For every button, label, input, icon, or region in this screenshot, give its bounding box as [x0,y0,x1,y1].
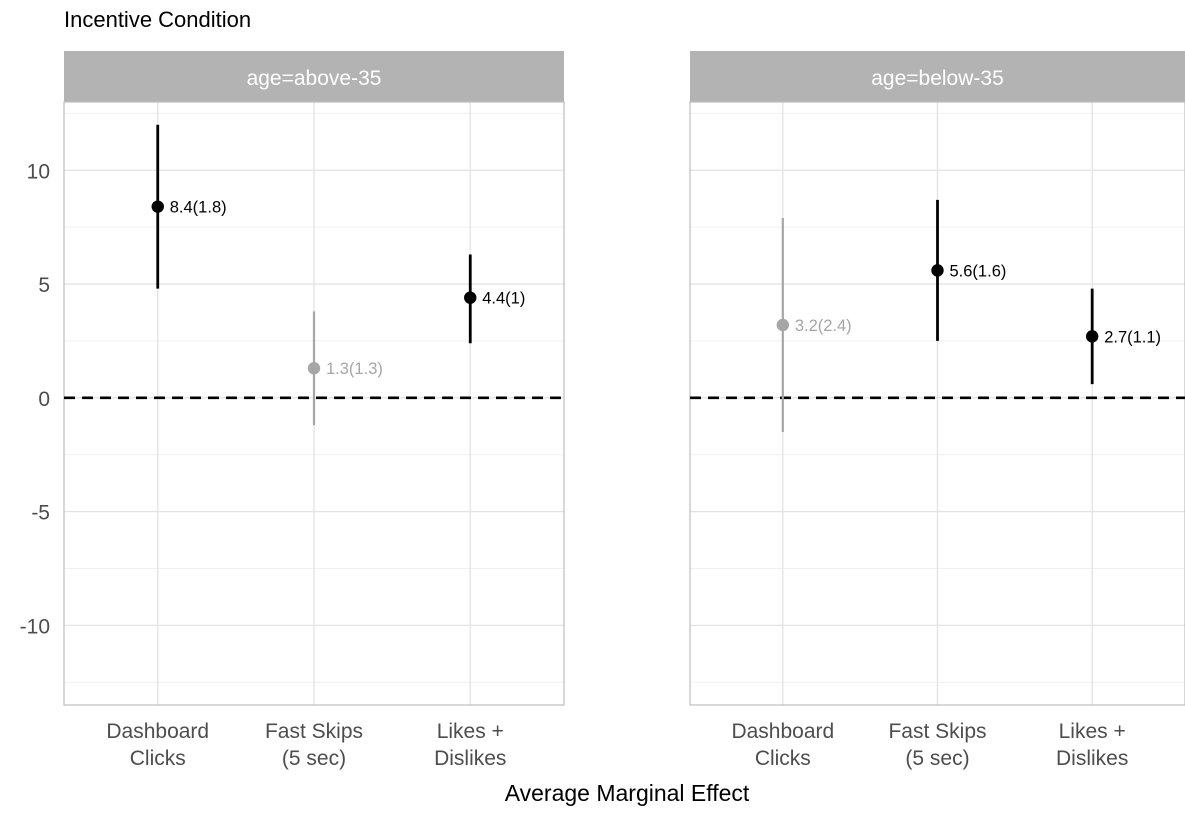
panel-border [63,101,565,706]
y-axis: 10 5 0 -5 -10 [20,160,50,638]
y-tick-label: 10 [27,160,50,183]
point-estimate [1085,330,1099,343]
y-tick-label: -10 [20,615,50,638]
facet-strip [690,51,1185,102]
x-tick-label: Dashboard Clicks [731,720,834,770]
x-tick-label: Fast Skips (5 sec) [888,720,986,770]
chart-title: Incentive Condition [64,7,251,32]
x-tick-label: Likes + Dislikes [1056,720,1128,770]
x-axis-label: Average Marginal Effect [505,780,750,806]
point-estimate [776,318,790,332]
point-estimate [151,200,164,213]
data-label: 1.3(1.3) [326,360,383,378]
facet-panel: age=above-35 8.4(1.8) 1.3(1.3) 4.4(1) Dashbo… [63,51,565,770]
point-estimate [464,291,477,304]
point-estimate [307,362,321,375]
panel-border [689,101,1185,706]
facet-strip-label: age=below-35 [871,67,1004,90]
data-label: 2.7(1.1) [1104,328,1161,346]
facet-strip [64,51,564,102]
point-estimate [931,264,944,277]
data-label: 4.4(1) [482,290,525,308]
data-label: 8.4(1.8) [170,199,227,217]
panels: age=above-35 8.4(1.8) 1.3(1.3) 4.4(1) Dashbo… [63,51,1185,770]
facet-panel: age=below-35 3.2(2.4) 5.6(1.6) 2.7(1.1) Dash… [689,51,1185,770]
x-tick-label: Likes + Dislikes [434,720,506,770]
y-tick-label: 5 [38,274,50,297]
x-tick-label: Fast Skips (5 sec) [265,720,363,770]
data-label: 3.2(2.4) [795,317,852,335]
facet-strip-label: age=above-35 [247,67,382,90]
y-tick-label: 0 [38,388,50,411]
x-tick-label: Dashboard Clicks [106,720,209,770]
y-tick-label: -5 [31,502,50,525]
data-label: 5.6(1.6) [950,262,1007,280]
